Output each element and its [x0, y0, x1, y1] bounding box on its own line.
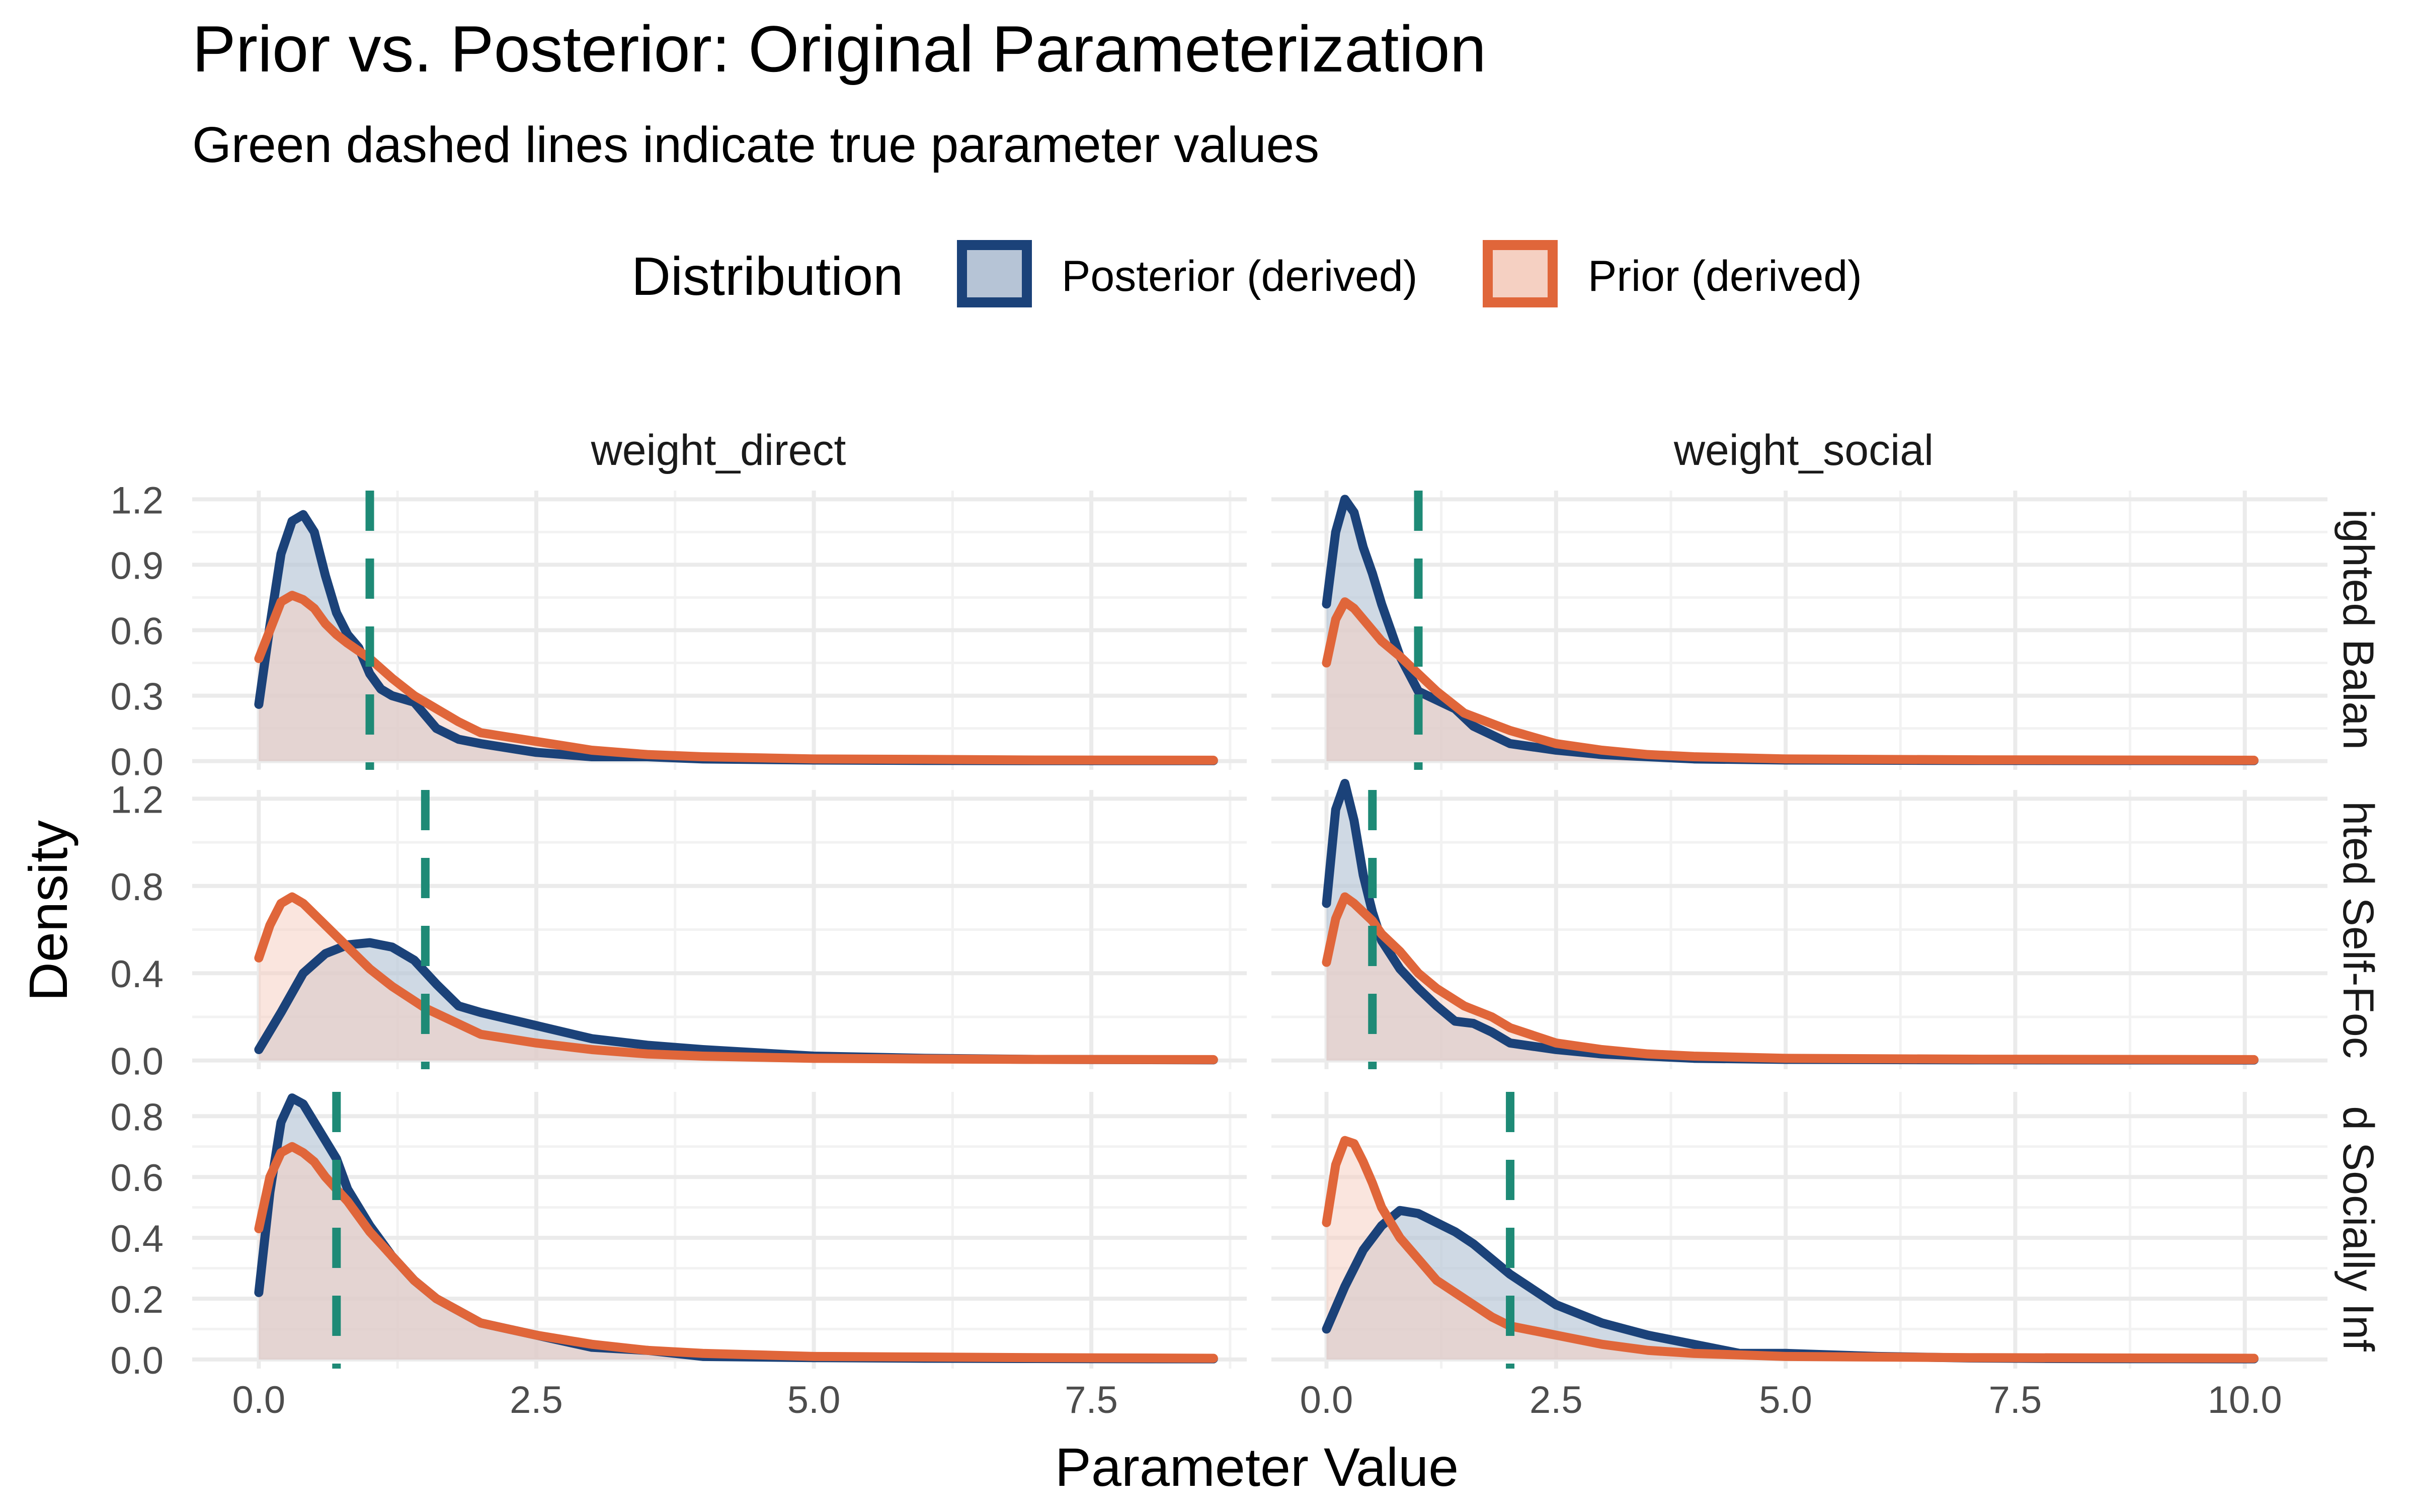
- prior-line: [254, 591, 1218, 765]
- prior-area: [259, 1146, 1214, 1360]
- y-axis-title: Density: [18, 820, 78, 1001]
- chart-title: Prior vs. Posterior: Original Parameteri…: [192, 12, 1486, 86]
- x-tick-label: 7.5: [1065, 1379, 1118, 1421]
- legend-title: Distribution: [631, 246, 903, 306]
- y-tick-label: 0.0: [110, 1041, 164, 1083]
- facet-row-label-2: hted Self-Foc: [2334, 801, 2382, 1058]
- x-tick-label: 7.5: [1989, 1379, 2042, 1421]
- legend-key-prior: [1483, 240, 1558, 307]
- y-tick-label: 0.6: [110, 610, 164, 653]
- prior-area: [259, 595, 1214, 761]
- panel-r1-c1: 0.0 0.3 0.6 0.9 1.2: [110, 479, 1247, 784]
- posterior-area: [1326, 1210, 2254, 1360]
- legend-label-posterior: Posterior (derived): [1062, 252, 1417, 300]
- y-tick-label: 0.0: [110, 741, 164, 784]
- legend: Distribution Posterior (derived) Prior (…: [631, 240, 1862, 307]
- prior-line: [1322, 892, 2259, 1064]
- prior-line: [1322, 1136, 2259, 1363]
- x-tick-label: 0.0: [1300, 1379, 1353, 1421]
- facet-col-label-weight-direct: weight_direct: [591, 426, 846, 474]
- y-tick-label: 1.2: [110, 778, 164, 821]
- y-tick-label: 0.9: [110, 544, 164, 587]
- facet-row-label-3: d Socially Inf: [2334, 1106, 2382, 1352]
- x-axis-title: Parameter Value: [1055, 1437, 1459, 1497]
- x-tick-label: 5.0: [1759, 1379, 1812, 1421]
- legend-key-posterior: [957, 240, 1032, 307]
- panels: 0.00.30.60.91.20.00.40.81.20.00.20.40.60…: [110, 479, 2327, 1421]
- panel-r3-c2: 0.0 2.5 5.0 7.5 10.0: [1271, 1092, 2327, 1421]
- facet-row-labels: ighted Balan hted Self-Foc d Socially In…: [2334, 509, 2382, 1352]
- y-tick-label: 0.6: [110, 1157, 164, 1200]
- y-tick-label: 0.8: [110, 1096, 164, 1139]
- chart-subtitle: Green dashed lines indicate true paramet…: [192, 117, 1319, 173]
- y-tick-label: 0.3: [110, 676, 164, 719]
- prior-line: [254, 1142, 1218, 1363]
- facet-col-label-weight-social: weight_social: [1673, 426, 1934, 474]
- facet-row-label-1: ighted Balan: [2334, 509, 2382, 750]
- prior-area: [1326, 1140, 2254, 1360]
- prior-area: [1326, 602, 2254, 761]
- panel-r1-c2: [1271, 491, 2327, 770]
- x-tick-label: 0.0: [232, 1379, 286, 1421]
- y-tick-label: 1.2: [110, 479, 164, 522]
- y-tick-label: 0.2: [110, 1279, 164, 1321]
- prior-line: [1322, 597, 2259, 765]
- prior-area: [259, 897, 1214, 1061]
- prior-area: [1326, 897, 2254, 1061]
- y-tick-label: 0.4: [110, 953, 164, 996]
- x-tick-label: 2.5: [1530, 1379, 1583, 1421]
- x-tick-label: 10.0: [2208, 1379, 2282, 1421]
- y-tick-label: 0.8: [110, 866, 164, 909]
- panel-r2-c1: 0.0 0.4 0.8 1.2: [110, 778, 1247, 1083]
- y-tick-label: 0.0: [110, 1339, 164, 1382]
- y-tick-label: 0.4: [110, 1218, 164, 1260]
- panel-r3-c1: 0.0 0.2 0.4 0.6 0.8 0.0 2.5 5.0 7.5: [110, 1092, 1247, 1421]
- x-tick-label: 2.5: [510, 1379, 563, 1421]
- posterior-line: [1322, 778, 2259, 1065]
- legend-label-prior: Prior (derived): [1588, 252, 1862, 300]
- x-tick-label: 5.0: [787, 1379, 841, 1421]
- posterior-area: [259, 942, 1214, 1061]
- panel-r2-c2: [1271, 778, 2327, 1069]
